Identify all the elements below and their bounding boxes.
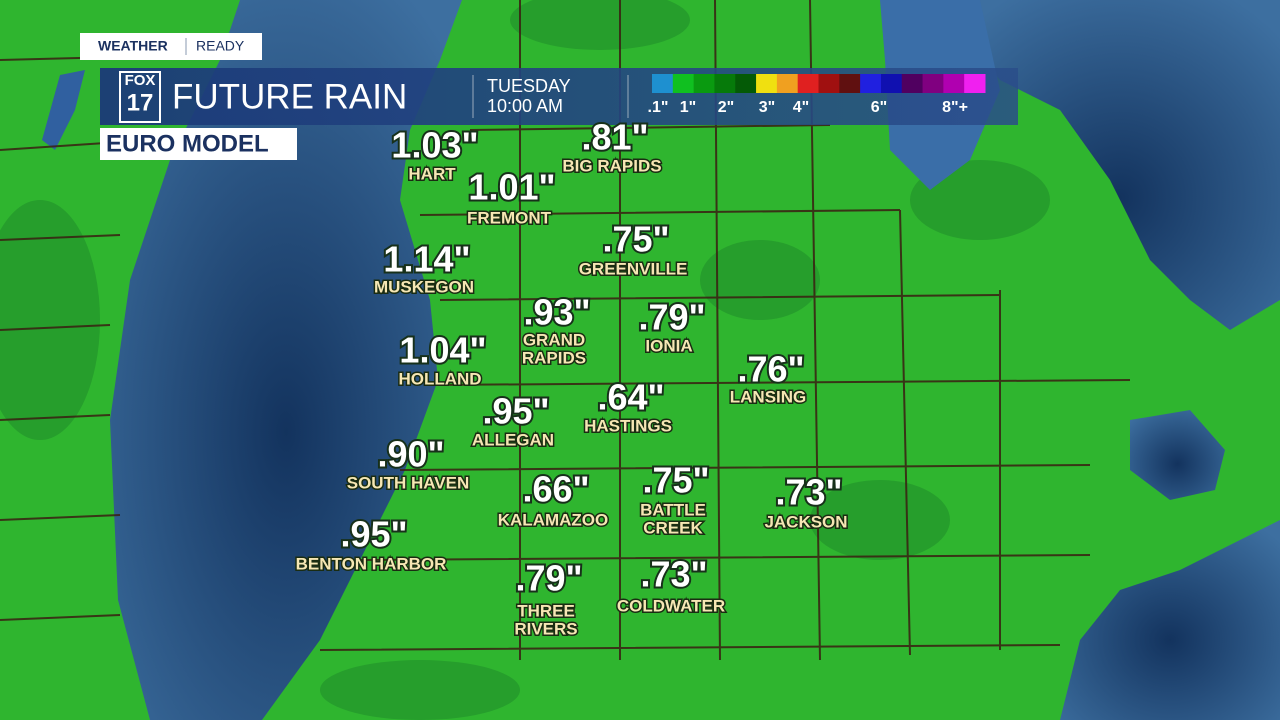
lake-st-clair — [1130, 410, 1225, 500]
city-name: COLDWATER — [617, 596, 725, 615]
legend-swatch — [672, 74, 695, 93]
time: 10:00 AM — [487, 96, 563, 116]
city-name: GRAND — [523, 330, 585, 349]
city-name: LANSING — [730, 387, 807, 406]
legend-swatch — [693, 74, 715, 93]
rain-amount: .93" — [523, 292, 590, 333]
rain-amount: .73" — [775, 472, 842, 513]
legend-label: 1" — [680, 99, 696, 116]
rain-amount: 1.01" — [468, 167, 555, 208]
rain-amount: .75" — [642, 460, 709, 501]
rain-amount: 1.03" — [391, 125, 478, 166]
rain-amount: .81" — [581, 117, 648, 158]
city-name: BIG RAPIDS — [562, 156, 661, 175]
legend-swatch — [943, 74, 965, 93]
model: EURO MODEL — [106, 130, 269, 157]
legend-swatch — [818, 74, 840, 93]
legend-swatch — [652, 74, 674, 93]
title: FUTURE RAIN — [172, 77, 407, 116]
city-name: IONIA — [645, 336, 692, 355]
legend-swatch — [714, 74, 736, 93]
logo-top: FOX — [125, 72, 156, 89]
rain-amount: .73" — [640, 554, 707, 595]
logo-box — [119, 71, 161, 123]
legend-swatch — [839, 74, 861, 93]
green-bay — [42, 70, 85, 150]
city-name: BATTLE — [640, 500, 706, 519]
rain-amount: .66" — [522, 469, 589, 510]
logo-bottom: 17 — [127, 89, 154, 116]
legend-label: 4" — [793, 99, 809, 116]
legend-swatch — [964, 74, 986, 93]
legend-label: 3" — [759, 99, 775, 116]
legend: .1" 1" 2" 3" 4" 6" 8"+ — [648, 74, 986, 116]
city-name: RAPIDS — [522, 348, 586, 367]
rain-amount: 1.04" — [399, 330, 486, 371]
legend-swatch — [797, 74, 819, 93]
rain-amount: .79" — [638, 297, 705, 338]
rain-amount: .95" — [482, 391, 549, 432]
day: TUESDAY — [487, 76, 571, 96]
legend-swatch — [756, 74, 778, 93]
rain-amount: .75" — [602, 219, 669, 260]
city-name: CREEK — [643, 518, 703, 537]
legend-label: 6" — [871, 99, 887, 116]
city-name: MUSKEGON — [374, 277, 474, 296]
city-name: BENTON HARBOR — [296, 554, 447, 573]
legend-swatch — [860, 74, 882, 93]
legend-swatch — [922, 74, 944, 93]
badge — [80, 33, 262, 60]
legend-label: 2" — [718, 99, 734, 116]
legend-label: .1" — [648, 99, 669, 116]
city-name: SOUTH HAVEN — [347, 473, 469, 492]
city-name: HOLLAND — [398, 369, 481, 388]
city-name: KALAMAZOO — [498, 510, 608, 529]
city-name: THREE — [517, 601, 575, 620]
rain-amount: .76" — [737, 349, 804, 390]
badge-left: WEATHER — [98, 38, 168, 54]
city-name: FREMONT — [467, 208, 552, 227]
model-box — [100, 128, 297, 160]
city-name: HASTINGS — [584, 416, 672, 435]
lake-erie — [1060, 520, 1280, 720]
rain-shading — [0, 0, 1050, 720]
city-name: JACKSON — [764, 512, 847, 531]
legend-swatch — [901, 74, 924, 93]
legend-swatch — [880, 74, 903, 93]
legend-swatch — [776, 74, 799, 93]
rain-amount: .90" — [377, 434, 444, 475]
lake-huron — [960, 0, 1280, 330]
city-name: ALLEGAN — [472, 430, 554, 449]
city-name: GREENVILLE — [579, 259, 688, 278]
lake-michigan — [110, 0, 462, 720]
city-name: HART — [408, 164, 456, 183]
badge-right: READY — [196, 38, 245, 54]
rain-amount: .95" — [340, 514, 407, 555]
legend-swatch — [735, 74, 757, 93]
rain-amount: .79" — [515, 558, 582, 599]
city-name: RIVERS — [514, 619, 577, 638]
legend-label: 8"+ — [942, 99, 968, 116]
rain-amount: 1.14" — [383, 239, 470, 280]
rain-amount: .64" — [597, 377, 664, 418]
city-labels: 1.03"HART.81"BIG RAPIDS1.01"FREMONT.75"G… — [294, 115, 849, 640]
